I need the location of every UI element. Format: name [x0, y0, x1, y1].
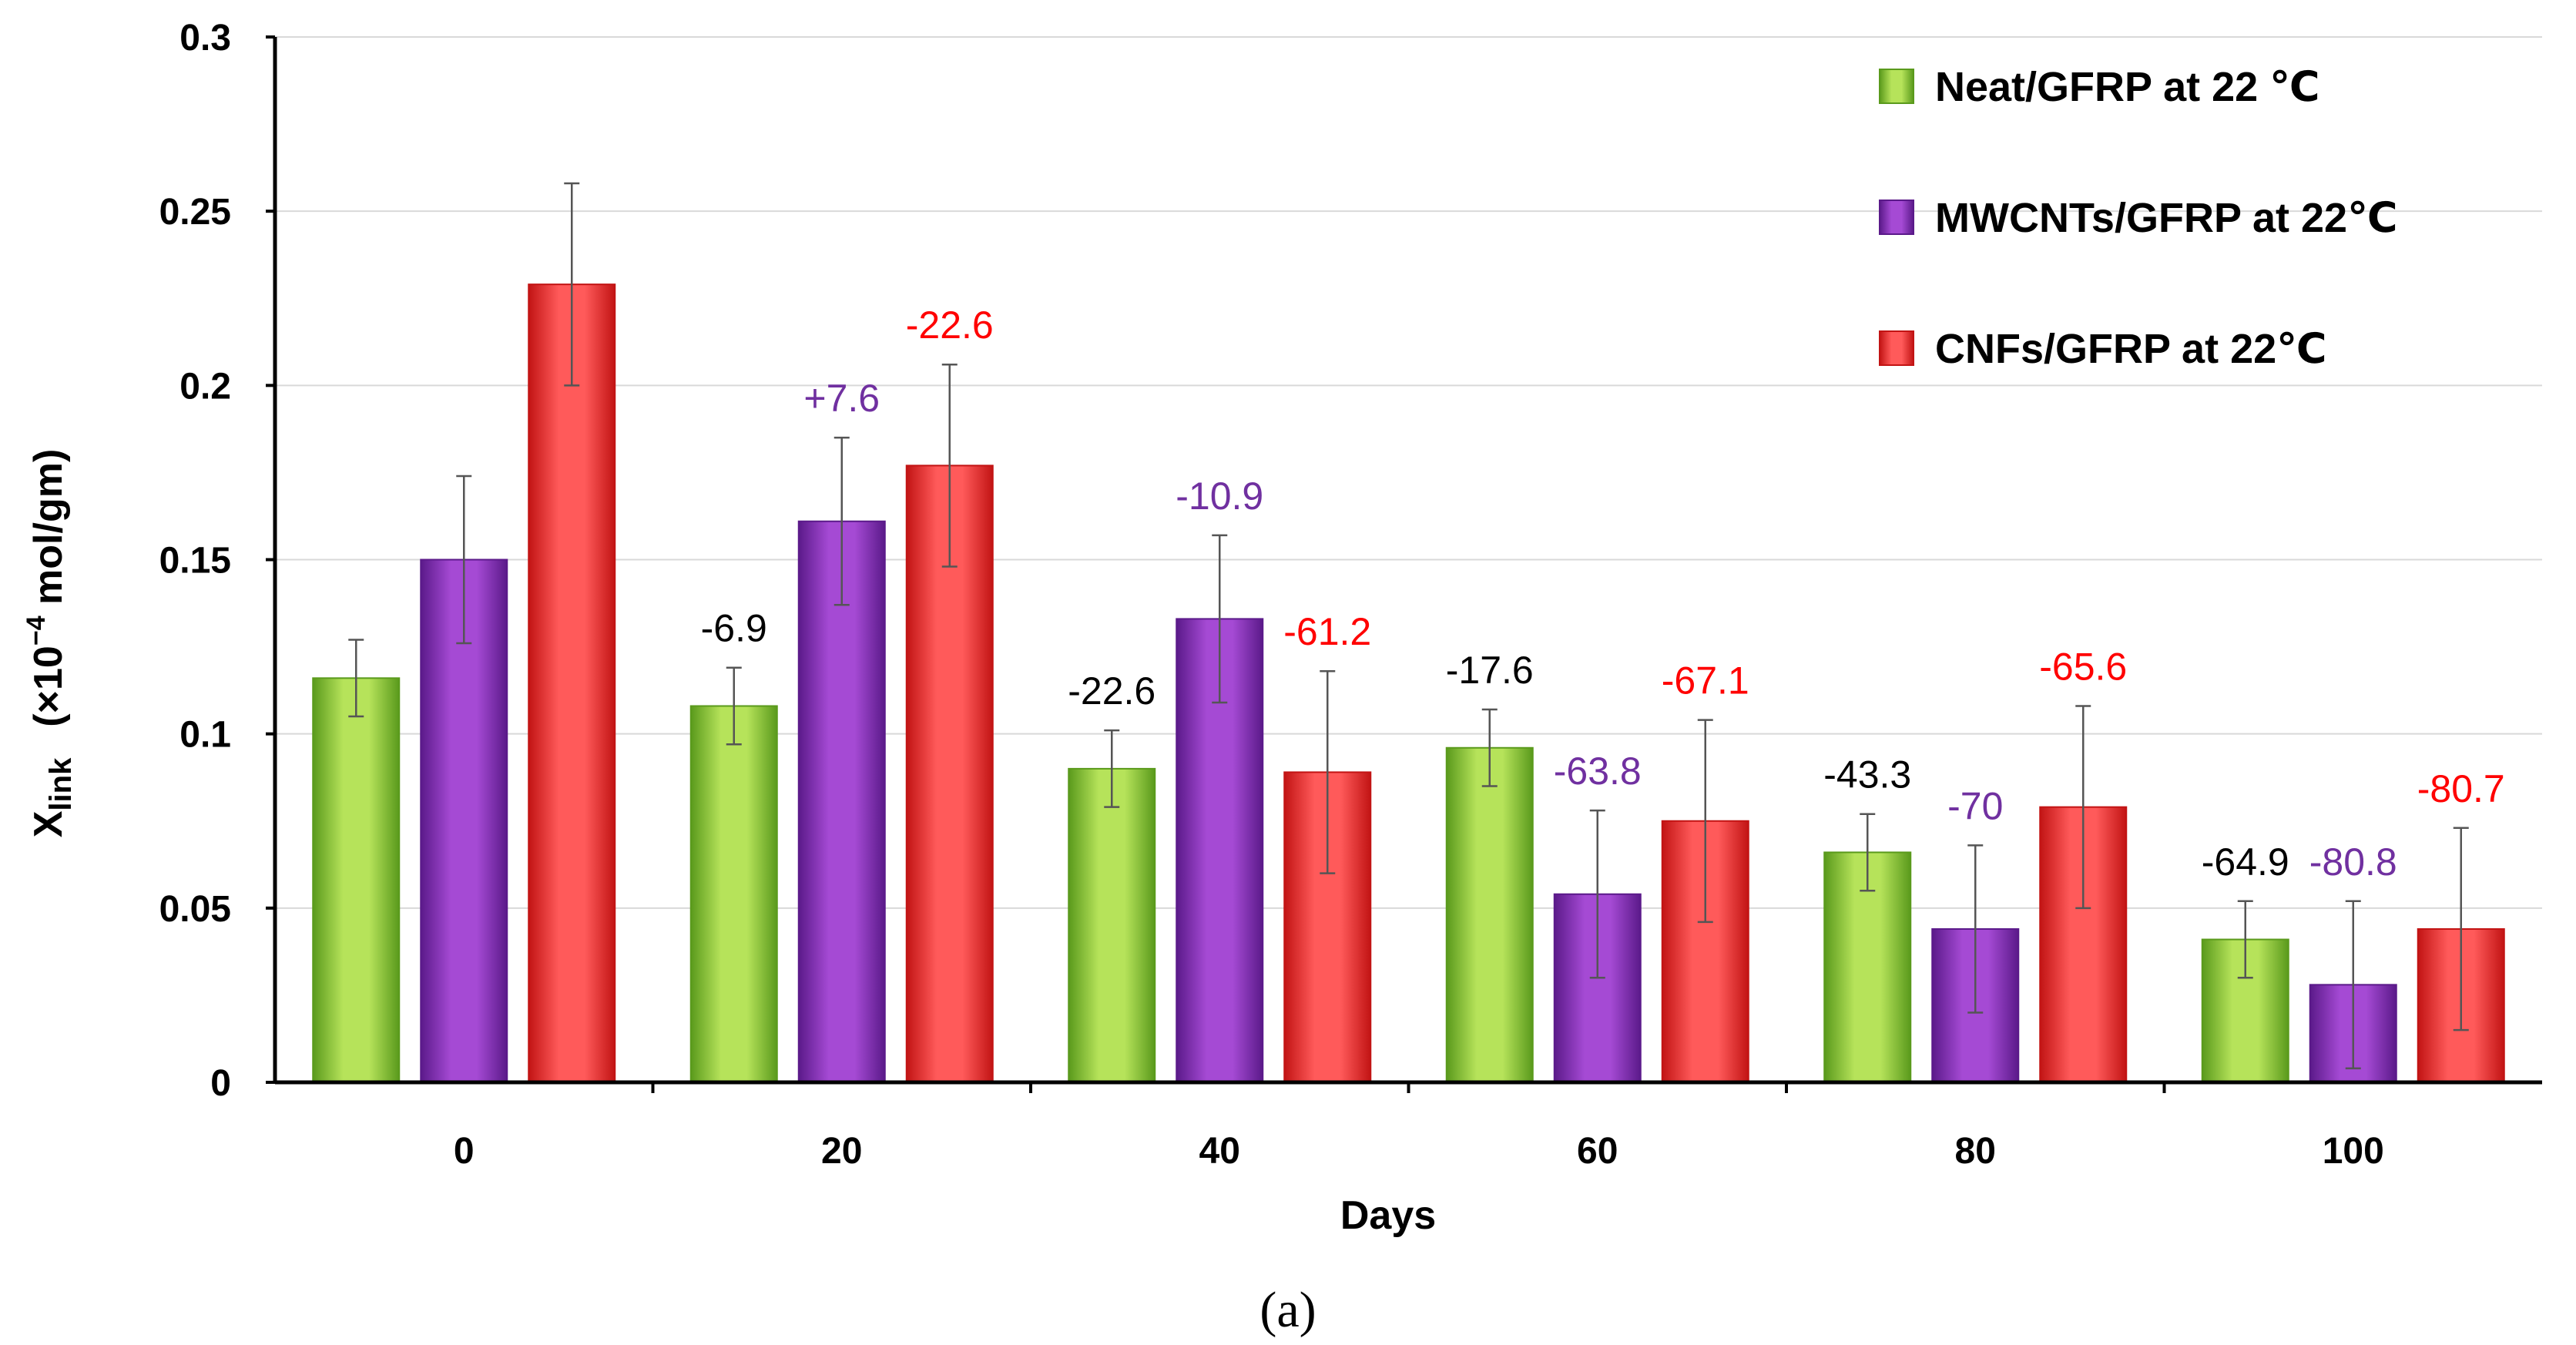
data-label: -70: [1947, 784, 2003, 827]
data-label: -65.6: [2039, 645, 2127, 688]
legend-label: CNFs/GFRP at 22℃: [1935, 326, 2327, 372]
data-label: -67.1: [1662, 659, 1749, 703]
legend-swatch: [1879, 69, 1914, 104]
bar: [905, 465, 994, 1083]
y-tick-label: 0.05: [159, 889, 231, 930]
legend-swatch: [1879, 200, 1914, 235]
y-tick-label: 0.15: [159, 541, 231, 582]
data-label: -43.3: [1823, 753, 1911, 797]
data-label: -17.6: [1446, 649, 1534, 692]
data-labels: -6.9 +7.6 -22.6 -22.6 -10.9 -61.2 -17.6 -63.8 -6…: [701, 304, 2505, 884]
legend-label: Neat/GFRP at 22 ℃: [1935, 64, 2320, 110]
axes: 0 0.05 0.1 0.15 0.2 0.25 0.3 0 20 40 60 80 100: [159, 18, 2542, 1172]
bar: [312, 677, 401, 1083]
data-label: -22.6: [906, 304, 994, 347]
x-tick-label: 0: [454, 1131, 475, 1172]
y-tick-label: 0.1: [179, 715, 231, 756]
y-tick-label: 0.25: [159, 192, 231, 233]
y-axis-label: Xlink(×10−4 mol/gm): [22, 449, 78, 838]
x-tick-label: 80: [1955, 1131, 1996, 1172]
gridlines: [275, 36, 2542, 909]
y-tick-label: 0: [210, 1063, 231, 1104]
data-label: -63.8: [1554, 750, 1642, 793]
bar: [1068, 767, 1156, 1084]
x-tick-label: 40: [1199, 1131, 1240, 1172]
x-axis-label: Days: [1340, 1193, 1436, 1238]
legend: Neat/GFRP at 22 ℃ MWCNTs/GFRP at 22℃ CNFs/…: [1879, 64, 2397, 372]
bar: [1445, 746, 1534, 1083]
x-tick-label: 100: [2323, 1131, 2384, 1172]
data-label: -22.6: [1068, 669, 1156, 713]
x-tick-label: 20: [821, 1131, 862, 1172]
data-label: -80.7: [2417, 767, 2505, 810]
x-tick-label: 60: [1577, 1131, 1618, 1172]
data-label: -80.8: [2309, 840, 2397, 884]
bar: [797, 520, 886, 1083]
data-label: -6.9: [701, 607, 767, 650]
bars: [312, 283, 2505, 1084]
bar: [528, 283, 616, 1084]
data-label: +7.6: [803, 377, 880, 420]
figure-caption: (a): [1259, 1282, 1316, 1338]
bar: [689, 705, 778, 1083]
legend-swatch: [1879, 330, 1914, 366]
y-tick-label: 0.3: [179, 18, 231, 59]
legend-label: MWCNTs/GFRP at 22℃: [1935, 195, 2397, 241]
data-label: -64.9: [2202, 840, 2289, 884]
data-label: -10.9: [1176, 475, 1263, 518]
data-label: -61.2: [1283, 610, 1371, 653]
y-tick-label: 0.2: [179, 366, 231, 407]
error-bars: [348, 182, 2469, 1070]
